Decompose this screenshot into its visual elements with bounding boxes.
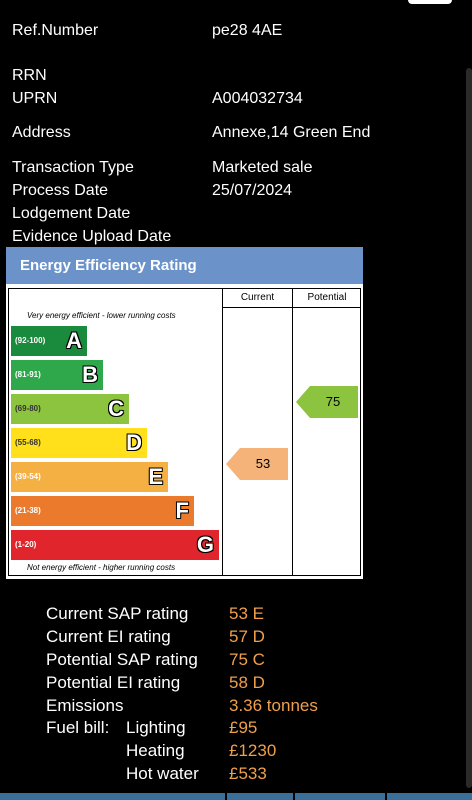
band-range: (81-91) [15, 370, 41, 379]
band-letter: F [175, 498, 189, 523]
potential-column-header: Potential [307, 292, 347, 303]
band-letter: B [82, 362, 98, 387]
current-sap-label: Current SAP rating [46, 604, 189, 623]
band-a: (92-100) A [11, 326, 87, 356]
band-b: (81-91) B [11, 360, 103, 390]
potential-sap-value: 75 C [229, 650, 265, 669]
potential-rating-arrow: 75 [296, 386, 358, 418]
band-g: (1-20) G [11, 530, 219, 560]
tab-divider [225, 793, 227, 800]
potential-column-divider [292, 289, 293, 575]
band-letter: D [126, 430, 142, 455]
uprn-value: A004032734 [212, 90, 303, 107]
lighting-value: £95 [229, 718, 258, 737]
current-ei-label: Current EI rating [46, 627, 171, 646]
process-date-label: Process Date [12, 182, 109, 199]
tab-divider [293, 793, 295, 800]
potential-ei-label: Potential EI rating [46, 673, 181, 692]
current-column-header: Current [240, 292, 275, 303]
scrollbar[interactable] [466, 68, 472, 788]
heating-label: Heating [126, 741, 185, 760]
fuel-bill-label: Fuel bill: [46, 718, 110, 737]
potential-ei-value: 58 D [229, 673, 265, 692]
band-c: (69-80) C [11, 394, 129, 424]
band-range: (39-54) [15, 472, 41, 481]
band-range: (55-68) [15, 438, 41, 447]
header-divider [223, 307, 361, 308]
top-tab-indicator [408, 0, 452, 4]
band-range: (69-80) [15, 404, 41, 413]
energy-efficiency-chart: Energy Efficiency Rating Current Potenti… [6, 247, 363, 579]
epc-grid: Current Potential Very energy efficient … [8, 288, 361, 576]
transaction-type-value: Marketed sale [212, 159, 313, 176]
band-range: (92-100) [15, 336, 46, 345]
heating-value: £1230 [229, 741, 277, 760]
address-value: Annexe,14 Green End [212, 124, 371, 141]
band-letter: G [196, 532, 214, 557]
hot-water-value: £533 [229, 764, 267, 783]
uprn-label: UPRN [12, 90, 58, 107]
potential-sap-label: Potential SAP rating [46, 650, 198, 669]
current-column-divider [222, 289, 223, 575]
current-sap-value: 53 E [229, 604, 264, 623]
emissions-value: 3.36 tonnes [229, 696, 318, 715]
transaction-type-label: Transaction Type [12, 159, 134, 176]
ref-number-label: Ref.Number [12, 22, 99, 39]
band-range: (1-20) [15, 540, 37, 549]
address-label: Address [12, 124, 71, 141]
band-d: (55-68) D [11, 428, 147, 458]
epc-title: Energy Efficiency Rating [6, 247, 363, 284]
hot-water-label: Hot water [126, 764, 199, 783]
bottom-note: Not energy efficient - higher running co… [27, 563, 176, 572]
tab-divider [385, 793, 387, 800]
lighting-label: Lighting [126, 718, 186, 737]
band-letter: E [148, 464, 163, 489]
band-letter: A [66, 328, 82, 353]
rrn-label: RRN [12, 67, 47, 84]
current-rating-arrow: 53 [226, 448, 288, 480]
emissions-label: Emissions [46, 696, 124, 715]
band-e: (39-54) E [11, 462, 168, 492]
band-letter: C [108, 396, 124, 421]
process-date-value: 25/07/2024 [212, 182, 293, 199]
ref-number-value: pe28 4AE [212, 22, 283, 39]
evidence-upload-date-label: Evidence Upload Date [12, 228, 172, 245]
band-f: (21-38) F [11, 496, 194, 526]
bottom-tab-bar[interactable] [0, 793, 472, 800]
current-ei-value: 57 D [229, 627, 265, 646]
top-note: Very energy efficient - lower running co… [27, 311, 176, 320]
lodgement-date-label: Lodgement Date [12, 205, 131, 222]
band-range: (21-38) [15, 506, 41, 515]
